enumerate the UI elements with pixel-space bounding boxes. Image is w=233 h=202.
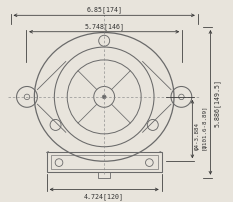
Text: 5.886[149.5]: 5.886[149.5] [214,79,220,127]
Text: φ4-3.884
[φ101.6-8.89]: φ4-3.884 [φ101.6-8.89] [195,104,206,149]
Bar [98,172,110,178]
Bar [51,155,158,169]
Circle shape [102,96,106,99]
Text: 5.748[146]: 5.748[146] [84,23,124,30]
Text: 4.724[120]: 4.724[120] [84,193,124,200]
Bar [47,153,162,172]
Text: 6.85[174]: 6.85[174] [86,6,122,13]
